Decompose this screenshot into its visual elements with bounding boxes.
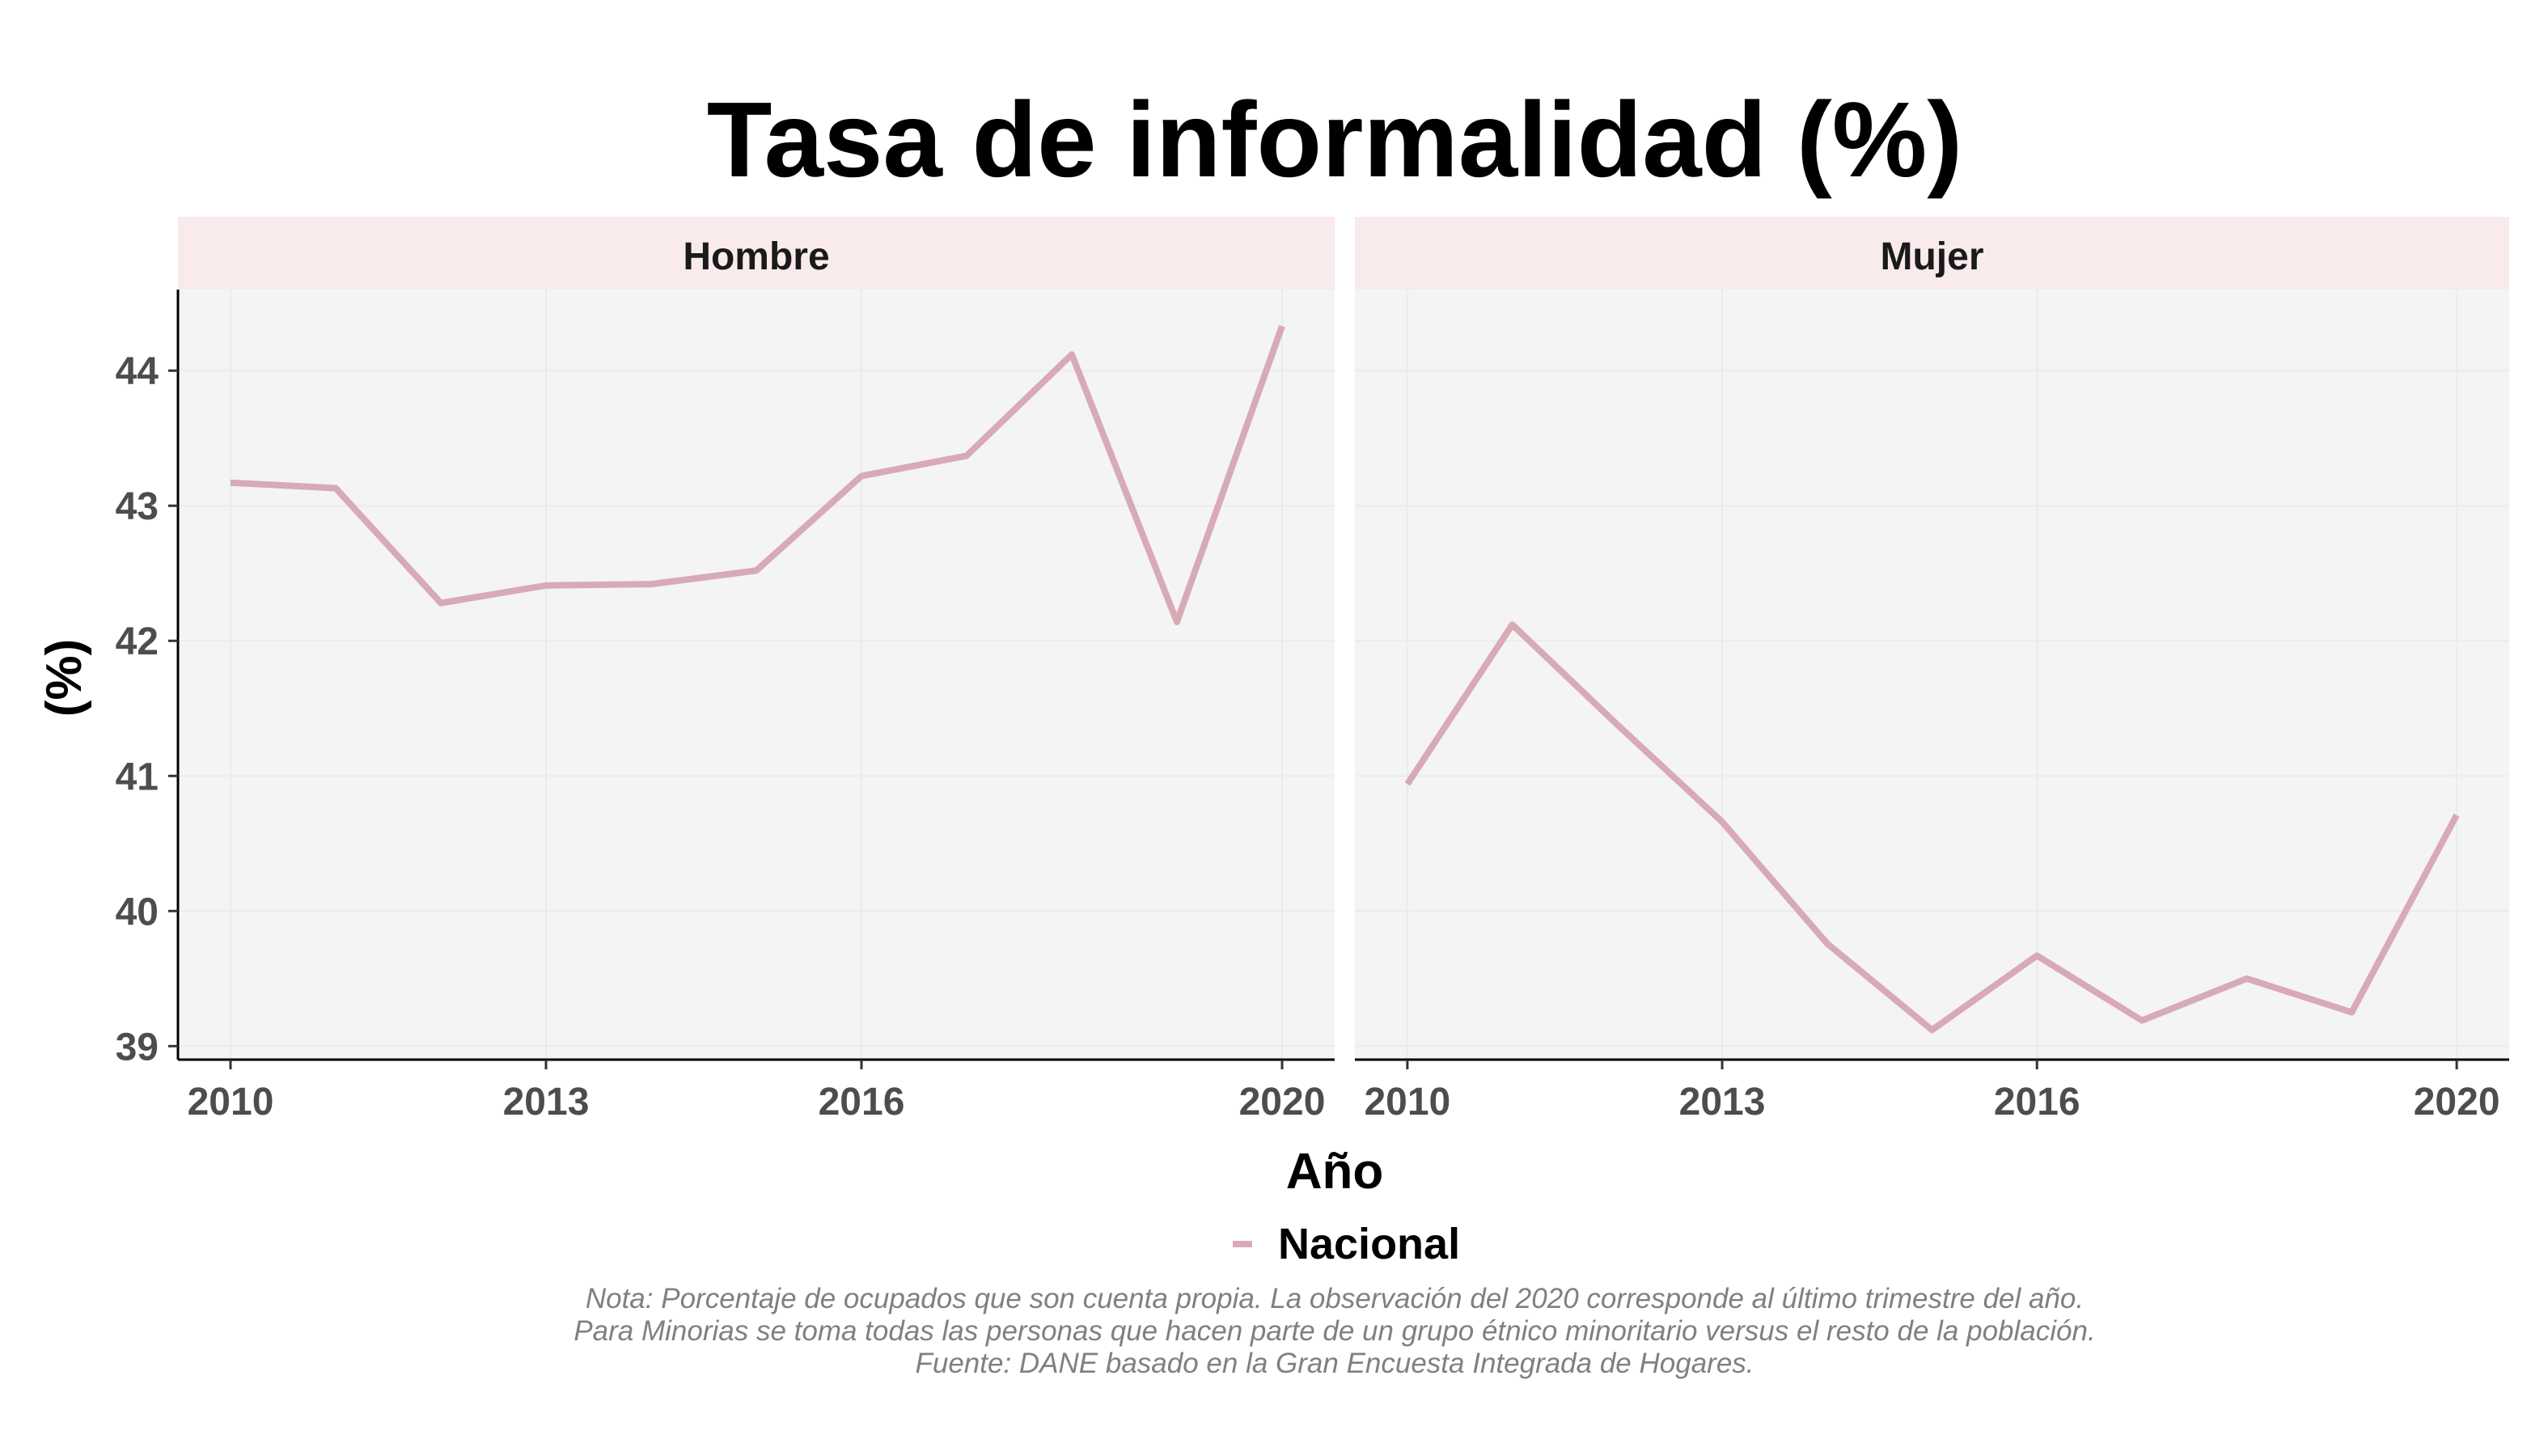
strip-label-mujer: Mujer — [1880, 235, 1983, 278]
y-tick-label: 42 — [116, 620, 159, 663]
y-axis-ticks: 39 40 41 42 43 44 — [116, 290, 180, 1069]
x-tick-label: 2010 — [188, 1081, 274, 1124]
y-axis-title: (%) — [36, 639, 92, 717]
y-tick-label: 40 — [116, 891, 159, 933]
x-tick-label: 2020 — [1239, 1081, 1326, 1124]
panel-background — [178, 290, 1335, 1060]
legend: Nacional — [1233, 1220, 1460, 1268]
panel-mujer: Mujer 2010 2013 2016 2020 — [1355, 217, 2509, 1124]
x-tick-label: 2013 — [503, 1081, 590, 1124]
chart-caption: Nota: Porcentaje de ocupados que son cue… — [574, 1283, 2096, 1379]
strip-label-hombre: Hombre — [683, 235, 829, 278]
series-line-nacional-hombre — [230, 324, 1285, 625]
legend-label-nacional: Nacional — [1278, 1220, 1460, 1268]
series-line-nacional-mujer — [1404, 621, 2460, 1034]
chart-title: Tasa de informalidad (%) — [707, 80, 1962, 199]
x-tick-label: 2016 — [1994, 1081, 2080, 1124]
x-axis-title: Año — [1286, 1144, 1384, 1200]
x-tick-label: 2013 — [1679, 1081, 1766, 1124]
x-tick-label: 2016 — [819, 1081, 905, 1124]
y-tick-label: 41 — [116, 756, 159, 798]
panel-background — [1355, 290, 2509, 1060]
panel-hombre: Hombre 2010 2013 2016 2020 — [178, 217, 1335, 1124]
panels: Hombre 2010 2013 2016 2020 Mujer 2010 2013 2016 2… — [178, 217, 2509, 1124]
x-tick-label: 2010 — [1364, 1081, 1450, 1124]
x-tick-label: 2020 — [2414, 1081, 2500, 1124]
strip-hombre — [178, 217, 1335, 290]
y-tick-label: 39 — [116, 1026, 159, 1069]
strip-mujer — [1355, 217, 2509, 290]
y-tick-label: 43 — [116, 485, 159, 528]
y-tick-label: 44 — [116, 350, 159, 393]
